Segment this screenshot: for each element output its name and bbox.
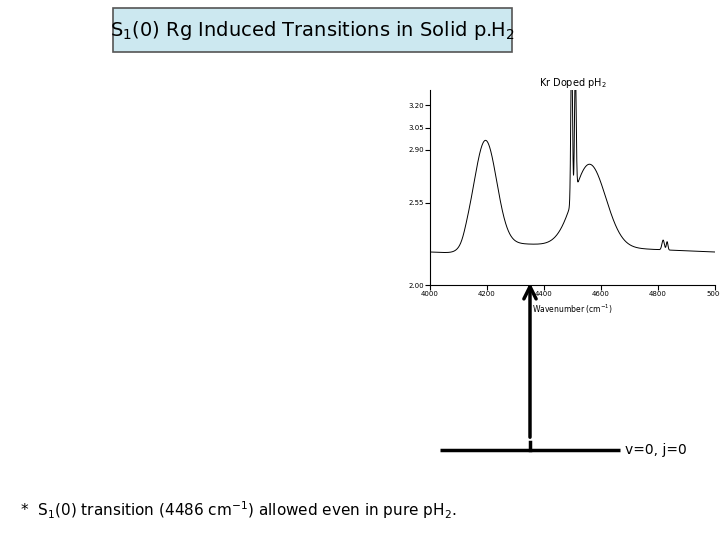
Text: v=0, j=0: v=0, j=0 <box>625 443 687 457</box>
FancyBboxPatch shape <box>113 8 512 52</box>
Text: *  S$_1$(0) transition (4486 cm$^{-1}$) allowed even in pure pH$_2$.: * S$_1$(0) transition (4486 cm$^{-1}$) a… <box>20 499 456 521</box>
Title: Kr Doped pH$_2$: Kr Doped pH$_2$ <box>539 76 606 90</box>
X-axis label: Wavenumber (cm$^{-1}$): Wavenumber (cm$^{-1}$) <box>532 303 613 316</box>
Text: S$_1$(0) Rg Induced Transitions in Solid p.H$_2$: S$_1$(0) Rg Induced Transitions in Solid… <box>109 18 514 42</box>
Text: v=1, j=2: v=1, j=2 <box>625 263 687 277</box>
